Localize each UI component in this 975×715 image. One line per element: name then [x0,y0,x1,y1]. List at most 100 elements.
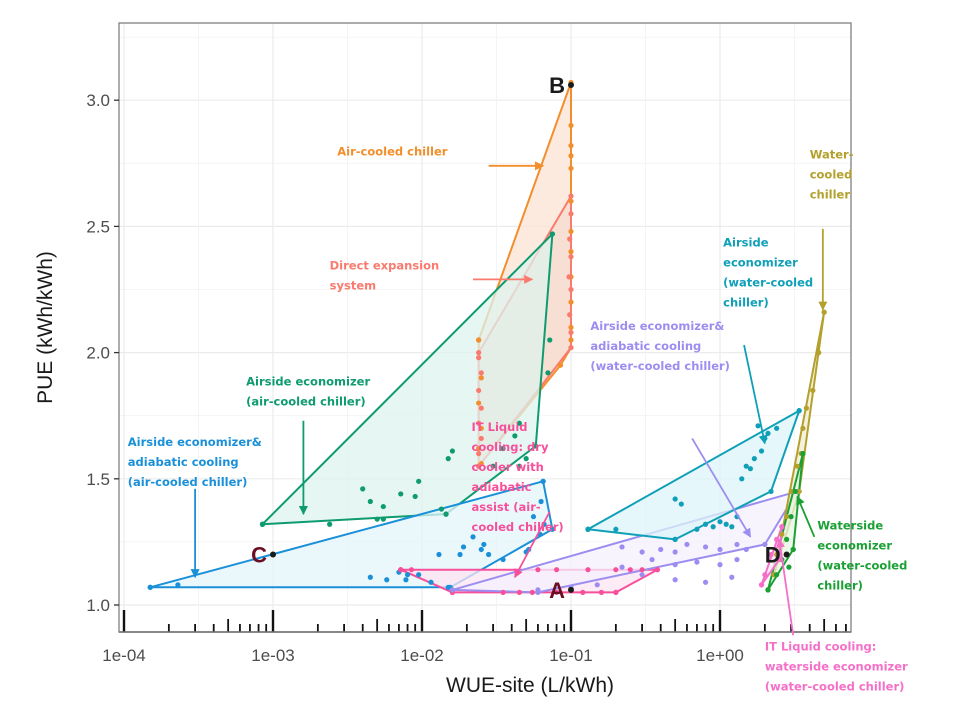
data-point [717,519,723,525]
data-point [734,541,740,548]
data-point [702,521,709,527]
annotation-line: (water-cooled [817,558,907,572]
annotations: Air-cooled chiller Direct expansion system… [128,145,908,694]
y-tick-label: 1.0 [86,596,110,615]
annotation-line: cooling: dry [472,440,549,454]
annotation-arrow [691,437,752,538]
data-point [445,456,451,462]
annotation-line: waterside economizer [765,659,908,673]
data-point [613,567,619,573]
data-point [476,355,482,361]
axes: 1.0 1.5 2.0 2.5 3.0 1e-04 1e-03 1e-02 1e-01 1e+00 [86,91,744,665]
data-point [568,299,574,305]
data-point [784,536,790,542]
data-point [613,526,619,532]
data-point [717,546,723,553]
data-point [639,572,645,578]
data-point [408,567,415,573]
annotation-line: Airside economizer& [590,319,724,333]
data-point [788,488,794,495]
annotation-text: Water-cooled chiller [810,147,854,201]
data-point [774,425,780,431]
point-B-marker [568,82,574,89]
data-point [490,463,496,469]
data-point [516,463,522,469]
data-point [672,577,678,583]
data-point [500,589,506,595]
data-point [568,211,574,217]
annotation-line: Airside [723,236,769,250]
data-point [694,559,700,565]
data-point [743,546,749,553]
x-tick-label: 1e-03 [251,646,294,665]
data-point [784,514,790,520]
annotation-line: system [330,278,376,292]
data-point [734,556,740,563]
data-point [538,498,544,505]
data-point [568,153,574,159]
hull-vertex-point [476,463,482,469]
hull-vertex-point [557,362,564,368]
data-point [794,463,800,469]
annotation-2: Airside economizer (air-cooled chiller) [246,374,370,516]
hull-vertex-point [535,589,541,595]
data-point [566,274,572,280]
data-point [374,516,380,522]
data-point [598,589,605,595]
annotation-line: chiller) [817,578,863,592]
data-point [672,562,678,568]
x-tick-label: 1e-04 [102,646,145,665]
annotation-1: Direct expansion system [330,258,534,292]
hull-vertex-point [613,589,619,595]
labeled-points: A B C D [251,73,790,603]
hull-vertex-point [549,231,555,237]
annotation-line: (air-cooled chiller) [128,475,248,489]
plot-panel-border [118,22,852,633]
annotation-3: Airside economizer& adiabatic cooling (air… [128,435,262,579]
data-point [516,589,522,595]
data-point [774,572,780,578]
annotation-arrow [796,495,816,538]
data-point [568,337,574,343]
data-point [672,496,678,502]
data-point [568,286,574,293]
data-point [743,463,749,469]
data-point [380,516,386,522]
data-point [547,337,553,343]
data-point [398,491,404,497]
data-point [535,567,541,573]
annotation-5: Airside economizer& adiabatic cooling (wat… [590,319,752,538]
data-point [367,498,373,505]
data-point [568,324,574,330]
data-point [747,466,754,472]
annotation-line: Air-cooled chiller [337,145,448,159]
annotation-line: economizer [817,538,892,552]
data-point [478,546,484,553]
data-point [404,572,411,578]
hull-vertex-point [821,309,827,315]
data-point [768,551,774,558]
annotation-line: cooled chiller) [472,520,564,534]
data-point [803,405,809,411]
y-tick-label: 2.0 [86,344,110,363]
data-point [758,448,765,454]
data-point [470,534,476,540]
data-point [755,423,761,429]
annotation-text: Airside economizer (air-cooled chiller) [246,374,370,408]
annotation-line: chiller) [723,296,769,310]
point-C-marker [270,551,276,558]
data-point [428,579,434,585]
hull-vertex-point [779,524,785,530]
hull-vertex-point [259,521,266,527]
annotation-4: IT Liquid cooling: dry cooler with adiabati… [472,420,564,579]
hull-vertex-point [762,541,768,548]
annotation-line: adiabatic [472,480,532,494]
data-point [585,567,591,573]
data-point [529,589,535,595]
data-point [568,329,574,336]
data-point [553,567,560,573]
point-A-label: A [549,578,565,603]
data-point [678,501,684,507]
annotation-text: Waterside economizer (water-cooled chiller) [817,518,907,592]
